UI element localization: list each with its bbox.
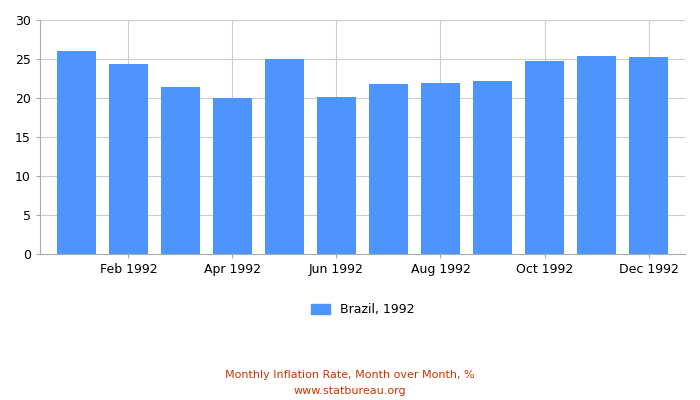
Bar	[577, 56, 616, 254]
Bar	[629, 57, 668, 254]
Bar	[317, 96, 356, 254]
Bar	[265, 59, 304, 254]
Bar	[213, 98, 252, 254]
Text: Monthly Inflation Rate, Month over Month, %: Monthly Inflation Rate, Month over Month…	[225, 370, 475, 380]
Bar	[525, 62, 564, 254]
Bar	[473, 81, 512, 254]
Bar	[57, 51, 96, 254]
Bar	[421, 83, 460, 254]
Bar	[161, 87, 200, 254]
Bar	[369, 84, 408, 254]
Legend: Brazil, 1992: Brazil, 1992	[306, 298, 419, 321]
Bar	[108, 64, 148, 254]
Text: www.statbureau.org: www.statbureau.org	[294, 386, 406, 396]
